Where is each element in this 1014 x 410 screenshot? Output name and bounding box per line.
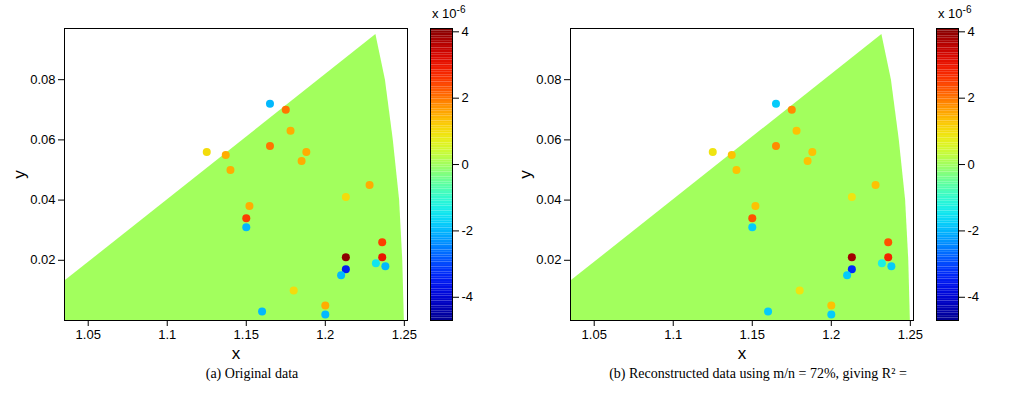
svg-text:2: 2 xyxy=(968,90,975,105)
svg-text:1.25: 1.25 xyxy=(898,327,923,342)
svg-text:1.1: 1.1 xyxy=(158,327,176,342)
svg-text:0.04: 0.04 xyxy=(536,192,561,207)
svg-text:2: 2 xyxy=(462,90,469,105)
html-text:x 10-6: x 10-6 xyxy=(938,4,972,22)
svg-text:1.15: 1.15 xyxy=(234,327,259,342)
svg-text:0.08: 0.08 xyxy=(30,72,55,87)
svg-text:4: 4 xyxy=(462,24,469,39)
svg-text:y: y xyxy=(10,170,29,179)
svg-text:x: x xyxy=(232,344,241,363)
svg-text:x: x xyxy=(738,344,747,363)
svg-text:0.02: 0.02 xyxy=(536,252,561,267)
svg-text:1.05: 1.05 xyxy=(76,327,101,342)
svg-text:0.08: 0.08 xyxy=(536,72,561,87)
svg-text:0.06: 0.06 xyxy=(536,132,561,147)
html-text:(b) Reconstructed data using m: (b) Reconstructed data using m/n = 72%, … xyxy=(609,366,907,381)
svg-text:-2: -2 xyxy=(462,223,474,238)
svg-text:0: 0 xyxy=(462,157,469,172)
svg-text:0.06: 0.06 xyxy=(30,132,55,147)
html-text:x 10-6: x 10-6 xyxy=(432,4,466,22)
svg-text:1.05: 1.05 xyxy=(582,327,607,342)
svg-text:0: 0 xyxy=(968,157,975,172)
html-text:(a) Original data: (a) Original data xyxy=(205,366,299,381)
svg-text:-4: -4 xyxy=(968,289,980,304)
svg-text:1.2: 1.2 xyxy=(822,327,840,342)
svg-text:1.1: 1.1 xyxy=(664,327,682,342)
svg-text:1.15: 1.15 xyxy=(740,327,765,342)
svg-text:0.04: 0.04 xyxy=(30,192,55,207)
svg-text:1.2: 1.2 xyxy=(316,327,334,342)
svg-text:4: 4 xyxy=(968,24,975,39)
svg-text:0.02: 0.02 xyxy=(30,252,55,267)
svg-text:1.25: 1.25 xyxy=(392,327,417,342)
svg-text:-4: -4 xyxy=(462,289,474,304)
svg-text:-2: -2 xyxy=(968,223,980,238)
svg-text:y: y xyxy=(516,170,535,179)
